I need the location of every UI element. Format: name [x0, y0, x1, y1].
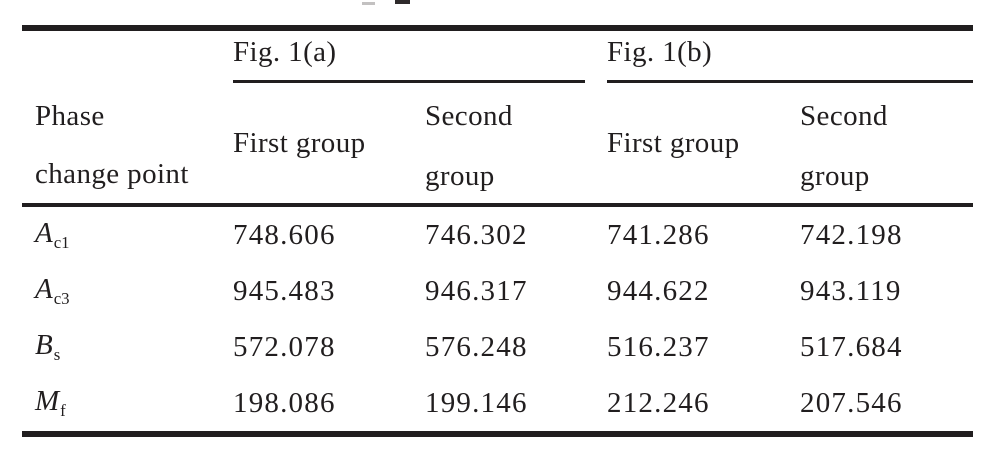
cell-value: 199.146	[425, 386, 528, 419]
cell-value: 746.302	[425, 218, 528, 251]
cell-value: 212.246	[607, 386, 710, 419]
column-header-phase-change-point: Phase change point	[22, 28, 233, 207]
cell-value: 741.286	[607, 218, 710, 251]
cell-value: 572.078	[233, 330, 336, 363]
table-header-subcolumn-row: First group Second group First group Sec…	[22, 83, 974, 207]
cell-value: 943.119	[800, 274, 902, 307]
fig-1a-label: Fig. 1(a)	[233, 36, 586, 83]
table-header-group-row: Phase change point Fig. 1(a) Fig. 1(b)	[22, 28, 974, 207]
cropped-text-fragment	[362, 2, 375, 5]
header-line: Second	[425, 100, 513, 132]
fig-1b-label: Fig. 1(b)	[607, 36, 974, 83]
cell-value: 944.622	[607, 274, 710, 307]
phase-change-table: Phase change point Fig. 1(a) Fig. 1(b) F…	[22, 25, 974, 437]
row-label-symbol: A	[35, 217, 53, 250]
column-header-fig1b-second-group: Second group	[800, 83, 974, 207]
header-line: group	[800, 160, 870, 192]
row-label-symbol: M	[35, 385, 60, 418]
row-label-bs: Bs	[22, 319, 233, 375]
column-group-fig-1b: Fig. 1(b)	[607, 28, 974, 83]
cell-value: 945.483	[233, 274, 336, 307]
column-header-fig1a-second-group: Second group	[425, 83, 608, 207]
cell-value: 516.237	[607, 330, 710, 363]
column-header-fig1b-first-group: First group	[607, 83, 801, 207]
column-group-fig-1a: Fig. 1(a)	[233, 28, 607, 83]
row-label-mf: Mf	[22, 375, 233, 434]
cell-value: 742.198	[800, 218, 903, 251]
cell-value: 198.086	[233, 386, 336, 419]
row-label-subscript: c1	[53, 232, 70, 252]
table-row: Ac3 945.483 946.317 944.622 943.119	[22, 263, 973, 319]
header-line: Second	[800, 100, 888, 132]
row-label-subscript: c3	[53, 288, 70, 308]
cell-value: 576.248	[425, 330, 528, 363]
table-row: Bs 572.078 576.248 516.237 517.684	[22, 319, 973, 375]
column-header-fig1a-first-group: First group	[233, 83, 425, 207]
cell-value: 517.684	[800, 330, 903, 363]
table-row: Ac1 748.606 746.302 741.286 742.198	[22, 205, 973, 263]
row-label-symbol: A	[35, 273, 53, 306]
cell-value: 207.546	[800, 386, 903, 419]
cell-value: 748.606	[233, 218, 336, 251]
cell-value: 946.317	[425, 274, 528, 307]
header-line: Phase	[35, 100, 105, 132]
row-label-ac3: Ac3	[22, 263, 233, 319]
header-line: change point	[35, 158, 189, 190]
header-line: group	[425, 160, 495, 192]
row-label-ac1: Ac1	[22, 205, 233, 263]
row-label-subscript: f	[60, 400, 66, 420]
row-label-subscript: s	[53, 344, 61, 364]
row-label-symbol: B	[35, 329, 53, 362]
cropped-text-fragment	[395, 0, 410, 4]
table-row: Mf 198.086 199.146 212.246 207.546	[22, 375, 973, 434]
